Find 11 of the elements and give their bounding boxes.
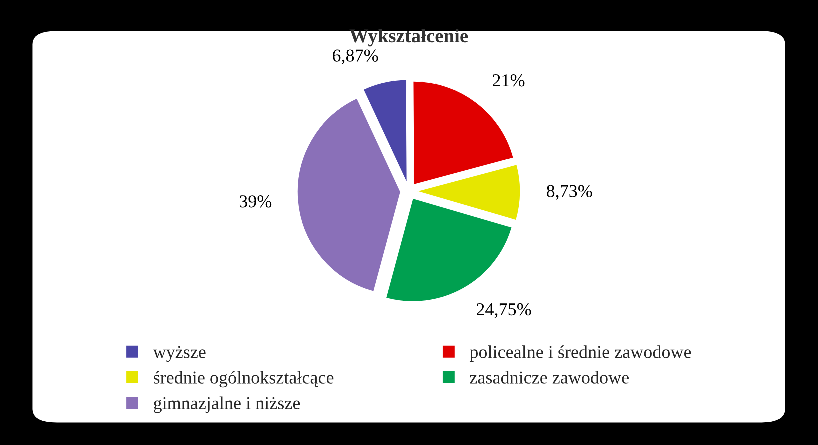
chart-title: Wykształcenie <box>350 28 468 47</box>
legend-label: gimnazjalne i niższe <box>154 396 300 414</box>
legend-label: policealne i średnie zawodowe <box>470 346 692 362</box>
data-label: 21% <box>493 74 525 87</box>
legend-label: średnie ogólnokształcące <box>154 371 334 388</box>
legend-label: wyższe <box>153 346 206 362</box>
data-label: 8,73% <box>546 185 592 200</box>
legend-label: zasadnicze zawodowe <box>470 371 629 384</box>
data-label: 39% <box>240 196 272 208</box>
data-label: 24,75% <box>477 303 532 318</box>
data-label: 6,87% <box>333 50 378 65</box>
